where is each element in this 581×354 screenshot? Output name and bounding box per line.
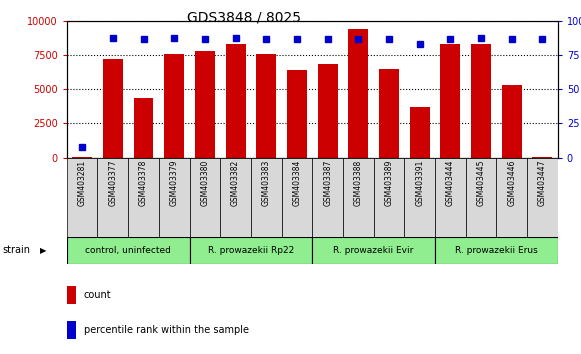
- Bar: [471, 44, 491, 158]
- Text: GSM403378: GSM403378: [139, 160, 148, 206]
- Bar: [435, 237, 558, 264]
- Bar: [67, 237, 189, 264]
- Text: GSM403391: GSM403391: [415, 160, 424, 206]
- Text: GSM403388: GSM403388: [354, 160, 363, 206]
- Text: GSM403380: GSM403380: [200, 160, 209, 206]
- Text: GSM403281: GSM403281: [78, 160, 87, 206]
- Text: GSM403384: GSM403384: [292, 160, 302, 206]
- Bar: [72, 157, 92, 158]
- Text: strain: strain: [3, 245, 31, 256]
- Bar: [195, 51, 215, 158]
- Text: GSM403389: GSM403389: [385, 160, 393, 206]
- Bar: [98, 158, 128, 237]
- Bar: [374, 158, 404, 237]
- Bar: [67, 321, 76, 339]
- Bar: [466, 158, 496, 237]
- Text: GSM403382: GSM403382: [231, 160, 240, 206]
- Text: count: count: [84, 290, 112, 299]
- Bar: [527, 158, 558, 237]
- Bar: [287, 70, 307, 158]
- Bar: [220, 158, 251, 237]
- Bar: [251, 158, 282, 237]
- Bar: [313, 158, 343, 237]
- Bar: [189, 237, 313, 264]
- Bar: [159, 158, 189, 237]
- Bar: [189, 158, 220, 237]
- Bar: [318, 64, 338, 158]
- Bar: [282, 158, 313, 237]
- Bar: [435, 158, 466, 237]
- Bar: [67, 286, 76, 303]
- Bar: [496, 158, 527, 237]
- Text: percentile rank within the sample: percentile rank within the sample: [84, 325, 249, 335]
- Bar: [349, 29, 368, 158]
- Bar: [440, 44, 460, 158]
- Bar: [103, 59, 123, 158]
- Text: GSM403379: GSM403379: [170, 160, 179, 206]
- Text: GSM403377: GSM403377: [108, 160, 117, 206]
- Bar: [502, 85, 522, 158]
- Text: ▶: ▶: [40, 246, 46, 255]
- Bar: [404, 158, 435, 237]
- Text: control, uninfected: control, uninfected: [85, 246, 171, 255]
- Bar: [313, 237, 435, 264]
- Text: GSM403444: GSM403444: [446, 160, 455, 206]
- Bar: [164, 54, 184, 158]
- Bar: [379, 69, 399, 158]
- Text: R. prowazekii Rp22: R. prowazekii Rp22: [208, 246, 294, 255]
- Text: GSM403446: GSM403446: [507, 160, 517, 206]
- Text: GSM403387: GSM403387: [323, 160, 332, 206]
- Bar: [67, 158, 98, 237]
- Bar: [134, 98, 153, 158]
- Text: GSM403445: GSM403445: [476, 160, 486, 206]
- Bar: [410, 107, 430, 158]
- Bar: [128, 158, 159, 237]
- Text: GSM403447: GSM403447: [538, 160, 547, 206]
- Text: R. prowazekii Evir: R. prowazekii Evir: [333, 246, 414, 255]
- Bar: [532, 157, 553, 158]
- Text: GDS3848 / 8025: GDS3848 / 8025: [187, 11, 301, 25]
- Bar: [256, 54, 276, 158]
- Text: R. prowazekii Erus: R. prowazekii Erus: [455, 246, 538, 255]
- Text: GSM403383: GSM403383: [262, 160, 271, 206]
- Bar: [343, 158, 374, 237]
- Bar: [225, 44, 246, 158]
